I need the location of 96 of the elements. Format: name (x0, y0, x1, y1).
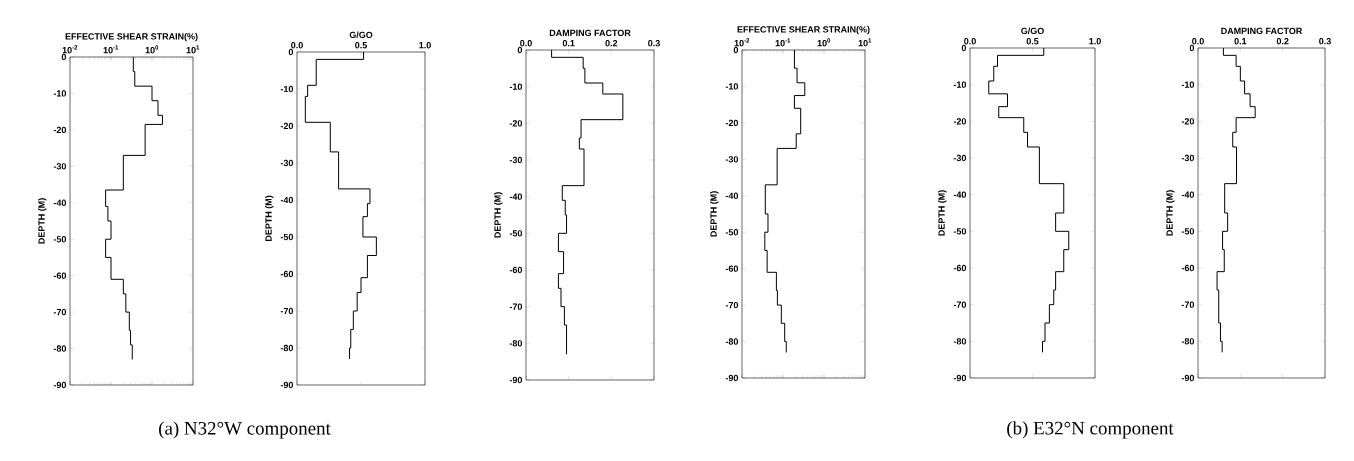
y-tick-label: -10 (280, 85, 294, 93)
x-tick-label: 0.2 (605, 40, 618, 47)
y-tick-label: -50 (953, 228, 967, 235)
y-tick-label: -80 (1181, 338, 1195, 345)
x-axis-title: EFFECTIVE SHEAR STRAIN(%) (737, 26, 870, 35)
y-tick-label: -70 (953, 301, 967, 308)
y-tick-label: -20 (725, 119, 739, 127)
y-tick-label: -90 (725, 374, 739, 382)
y-tick-label: 0 (288, 48, 294, 56)
x-tick-label: 10$^{-1}$ (103, 45, 119, 54)
y-tick-label: -10 (1181, 81, 1195, 88)
y-tick-label: -30 (53, 163, 67, 170)
y-tick-label: 0 (517, 46, 523, 54)
x-tick-label: 0.1 (1234, 38, 1247, 45)
text: (a) N32°W component (159, 421, 331, 439)
y-tick-label: -60 (1181, 264, 1195, 272)
y-tick-label: -30 (509, 156, 523, 164)
y-tick-label: -60 (953, 264, 967, 272)
y-tick-label: -20 (280, 122, 294, 130)
x-tick-label: 0.1 (562, 40, 575, 47)
y-tick-label: -10 (953, 81, 967, 88)
x-tick-label: 0.0 (1192, 38, 1204, 45)
y-tick-label: -40 (509, 193, 523, 200)
y-tick-label: -20 (953, 118, 967, 125)
y-axis-title: DEPTH (M) (710, 191, 719, 237)
y-tick-label: -40 (1181, 191, 1195, 198)
y-tick-label: -30 (1181, 154, 1195, 162)
y-tick-label: -60 (725, 265, 739, 272)
y-tick-label: 0 (61, 53, 67, 61)
y-tick-label: -70 (280, 307, 294, 315)
y-tick-label: -20 (509, 120, 523, 127)
y-axis-title: DEPTH (M) (938, 190, 947, 236)
x-tick-label: 10$^{1}$ (858, 38, 872, 47)
x-axis-title: G/GO (1021, 27, 1044, 35)
y-tick-label: -10 (53, 90, 67, 97)
x-axis-title: DAMPING FACTOR (549, 29, 631, 37)
x-tick-label: 0.0 (964, 38, 976, 45)
y-tick-label: -90 (280, 381, 294, 389)
x-tick-label: 10$^{-2}$ (62, 45, 78, 54)
y-tick-label: -30 (280, 159, 294, 167)
y-tick-label: -70 (725, 301, 739, 309)
x-axis-title: EFFECTIVE SHEAR STRAIN(%) (65, 33, 198, 42)
y-tick-label: -10 (509, 83, 523, 90)
x-tick-label: 10$^{0}$ (817, 38, 831, 47)
x-tick-label: 10$^{1}$ (186, 45, 200, 54)
y-tick-label: -30 (725, 156, 739, 163)
y-tick-label: -90 (1181, 374, 1195, 382)
y-tick-label: -40 (725, 192, 739, 199)
x-tick-label: 10$^{0}$ (145, 45, 159, 54)
y-tick-label: -80 (280, 344, 294, 352)
y-tick-label: -60 (53, 272, 67, 279)
y-tick-label: -60 (509, 266, 523, 274)
y-axis-title: DEPTH (M) (38, 198, 47, 244)
y-tick-label: -50 (1181, 228, 1195, 235)
y-axis-title: DEPTH (M) (1166, 190, 1175, 236)
y-tick-label: -80 (953, 338, 967, 345)
y-tick-label: -20 (1181, 118, 1195, 125)
x-tick-label: 0.3 (1319, 38, 1331, 45)
y-tick-label: -50 (509, 230, 523, 237)
y-tick-label: 0 (1189, 44, 1195, 52)
y-axis-title: DEPTH (M) (265, 195, 274, 242)
y-tick-label: -50 (725, 229, 739, 236)
y-tick-label: -10 (725, 83, 739, 90)
y-tick-label: -90 (953, 374, 967, 382)
x-tick-label: 10$^{-2}$ (734, 38, 750, 47)
y-tick-label: -70 (509, 303, 523, 310)
y-tick-label: -80 (725, 338, 739, 345)
y-tick-label: -50 (280, 233, 294, 241)
y-tick-label: -60 (280, 270, 294, 278)
y-tick-label: -20 (53, 126, 67, 134)
text: (b) E32°N component (1007, 421, 1174, 439)
x-tick-label: 0.5 (355, 42, 367, 49)
x-tick-label: 0.5 (1026, 38, 1039, 45)
x-tick-label: 0.3 (648, 40, 660, 47)
y-tick-label: -50 (53, 236, 67, 243)
y-tick-label: -90 (53, 381, 67, 389)
y-tick-label: 0 (961, 44, 967, 52)
y-tick-label: -40 (953, 191, 967, 198)
y-tick-label: -30 (953, 154, 967, 162)
x-tick-label: 10$^{-1}$ (775, 38, 791, 47)
x-axis-title: DAMPING FACTOR (1221, 27, 1303, 35)
y-tick-label: -70 (1181, 301, 1195, 308)
y-tick-label: -80 (509, 340, 523, 347)
x-axis-title: G/GO (349, 31, 373, 39)
y-axis-title: DEPTH (M) (494, 192, 503, 238)
x-tick-label: 0.0 (520, 40, 532, 47)
y-tick-label: -90 (509, 376, 523, 384)
y-tick-label: -70 (53, 308, 67, 316)
y-tick-label: -40 (280, 196, 294, 204)
x-tick-label: 1.0 (1089, 38, 1101, 45)
y-tick-label: -80 (53, 345, 67, 352)
x-tick-label: 1.0 (419, 42, 431, 49)
y-tick-label: -40 (53, 199, 67, 206)
y-tick-label: 0 (733, 46, 739, 54)
x-tick-label: 0.0 (291, 42, 303, 49)
x-tick-label: 0.2 (1276, 38, 1289, 45)
